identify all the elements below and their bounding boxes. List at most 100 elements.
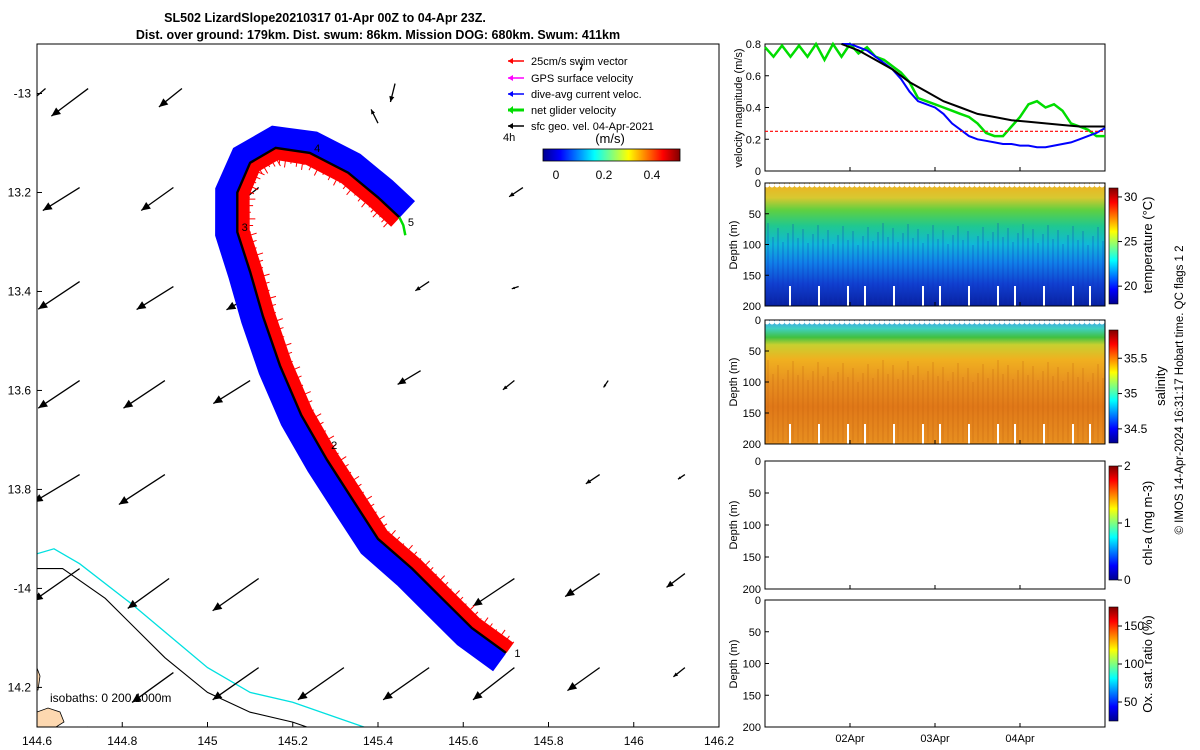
depth-ytick-label: 200 — [743, 584, 761, 596]
surface-scallop — [1034, 182, 1040, 188]
geo-vector — [677, 474, 686, 480]
surface-scallop — [824, 319, 830, 325]
swim-vector — [354, 184, 364, 196]
velocity-ytick-label: 0.2 — [746, 134, 761, 146]
surface-scallop — [819, 319, 825, 325]
surface-scallop — [1019, 182, 1025, 188]
surface-scallop — [829, 319, 835, 325]
map-colorbar-tick: 0 — [553, 168, 560, 182]
colorbar-tick-label: 50 — [1124, 695, 1138, 709]
isobath-label: isobaths: 0 200 1000m — [50, 691, 171, 705]
swim-vector — [426, 573, 437, 584]
surface-scallop — [1059, 319, 1065, 325]
swim-vector — [245, 172, 261, 180]
surface-scallop — [814, 182, 820, 188]
surface-scallop — [1084, 182, 1090, 188]
surface-scallop — [874, 319, 880, 325]
surface-scallop — [1054, 319, 1060, 325]
surface-scallop — [954, 182, 960, 188]
surface-scallop — [999, 182, 1005, 188]
geo-vector — [564, 573, 601, 598]
legend-sfc-geo-velocity: sfc geo. vel. 04-Apr-2021 — [508, 121, 654, 133]
surface-scallop — [1009, 319, 1015, 325]
surface-scallop — [779, 182, 785, 188]
surface-scallop — [969, 319, 975, 325]
salinity-colorbar — [1108, 329, 1119, 444]
swim-vector — [260, 303, 277, 310]
swim-vector — [249, 267, 264, 273]
surface-scallop — [939, 319, 945, 325]
surface-scallop — [924, 319, 930, 325]
velocity-ytick-label: 0.6 — [746, 71, 761, 83]
isobath-1000m — [37, 568, 309, 727]
track-map: 1 2 3 4 5 144.6 144.8 145 145.2 145.4 145.6 145.8 1… — [8, 43, 734, 748]
surface-scallop — [1079, 182, 1085, 188]
swim-vector — [494, 629, 506, 645]
swim-vector — [265, 318, 283, 325]
surface-scallop — [894, 319, 900, 325]
swim-vector — [431, 575, 446, 589]
date-axis: 02Apr 03Apr 04Apr — [835, 167, 1035, 745]
depth-ytick-label: 150 — [743, 690, 761, 702]
swim-vector — [241, 182, 259, 191]
surface-scallop — [949, 182, 955, 188]
map-ytick-label: -14 — [14, 581, 32, 595]
surface-scallop — [904, 182, 910, 188]
swim-vector — [241, 239, 257, 246]
depth-ytick-label: 150 — [743, 270, 761, 282]
surface-scallop — [1039, 319, 1045, 325]
swim-vector — [266, 152, 276, 167]
swim-vector — [295, 151, 299, 167]
geo-vector — [389, 83, 396, 103]
surface-scallop — [864, 319, 870, 325]
surface-scallop — [909, 319, 915, 325]
swim-vector — [421, 567, 434, 579]
map-xtick-label: 146 — [624, 734, 644, 748]
swim-vector — [368, 197, 379, 208]
swim-vector — [383, 529, 396, 545]
surface-scallop — [1099, 182, 1105, 188]
surface-scallop — [1009, 182, 1015, 188]
surface-scallop — [1039, 182, 1045, 188]
surface-scallop — [929, 319, 935, 325]
swim-vector — [278, 148, 282, 165]
surface-scallop — [864, 182, 870, 188]
swim-vector — [370, 200, 382, 213]
geo-vector — [42, 186, 80, 212]
colorbar-tick-label: 150 — [1124, 619, 1144, 633]
surface-scallop — [924, 182, 930, 188]
swim-vector — [411, 558, 422, 569]
colorbar-tick-label: 30 — [1124, 190, 1138, 204]
swim-vector — [505, 641, 515, 654]
swim-vector — [254, 281, 270, 287]
surface-scallop — [1004, 319, 1010, 325]
surface-scallop — [1084, 319, 1090, 325]
swim-vector — [283, 149, 288, 168]
geo-vector — [37, 380, 80, 409]
geo-vector — [37, 281, 80, 310]
swim-vector — [327, 165, 336, 181]
geo-vector — [212, 577, 260, 612]
swim-vector — [258, 295, 277, 302]
velocity-ticks: 0 0.2 0.4 0.6 0.8 — [746, 39, 769, 178]
geo-vector — [428, 726, 430, 727]
surface-scallop — [854, 182, 860, 188]
net-glider-velocity — [398, 216, 407, 236]
swim-vector — [326, 452, 339, 461]
title-line-2: Dist. over ground: 179km. Dist. swum: 86… — [136, 28, 620, 42]
surface-scallop — [1034, 319, 1040, 325]
swim-vector — [276, 351, 293, 358]
swim-vector — [357, 188, 369, 202]
surface-scallop — [834, 319, 840, 325]
velocity-ytick-label: 0 — [755, 166, 761, 178]
geo-vector — [603, 380, 609, 388]
velocity-series-line — [841, 43, 1105, 128]
swim-vector — [416, 560, 431, 574]
depth-ytick-label: 50 — [749, 346, 761, 358]
oxygen-ylabel: Depth (m) — [728, 640, 740, 689]
surface-scallop — [884, 319, 890, 325]
swim-vector — [262, 155, 271, 168]
geo-vector — [414, 281, 430, 292]
surface-scallop — [1069, 319, 1075, 325]
